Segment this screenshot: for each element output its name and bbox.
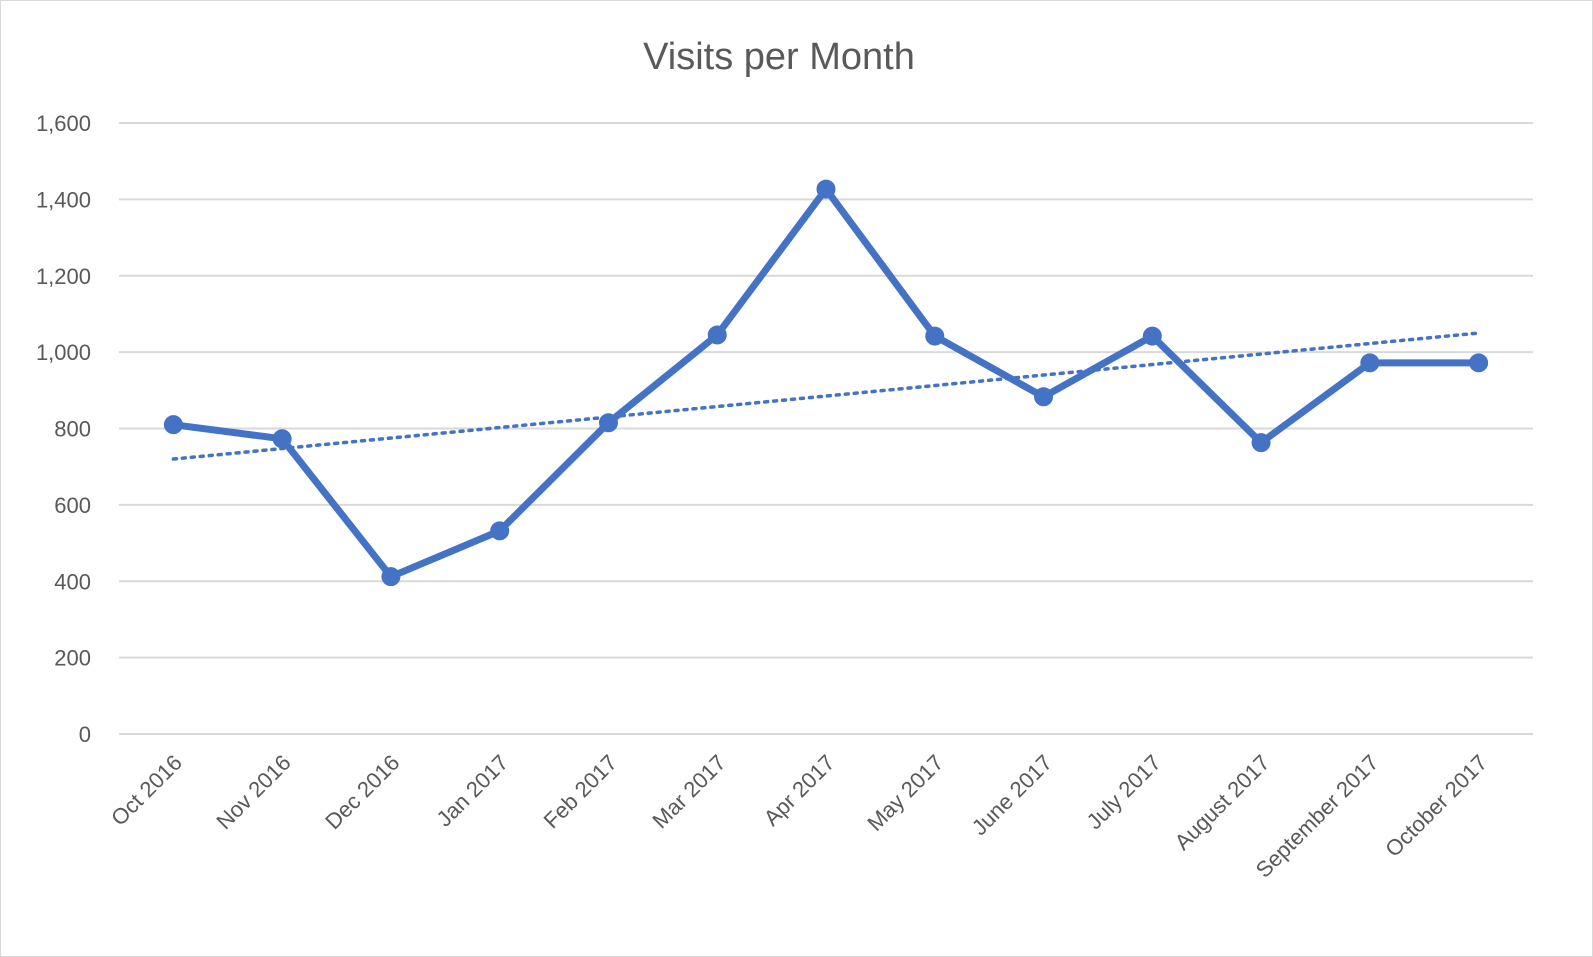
y-tick-label: 1,200 (36, 264, 91, 289)
y-tick-label: 800 (54, 417, 91, 442)
data-point (707, 325, 727, 345)
x-tick-label: Apr 2017 (759, 750, 840, 831)
data-point (163, 415, 183, 435)
x-tick-label: August 2017 (1170, 750, 1275, 855)
data-point (381, 567, 401, 587)
data-point (1142, 326, 1162, 346)
data-point (925, 326, 945, 346)
x-tick-label: October 2017 (1380, 750, 1492, 862)
x-tick-label: Mar 2017 (647, 750, 730, 833)
x-axis-labels: Oct 2016 Nov 2016 Dec 2016 Jan 2017 Feb 2017… (106, 750, 1492, 883)
chart-title: Visits per Month (643, 36, 915, 78)
data-point (490, 521, 510, 541)
data-point (1034, 387, 1054, 407)
y-tick-label: 400 (54, 569, 91, 594)
y-axis-labels: 0 200 400 600 800 1,000 1,200 1,400 1,600 (36, 111, 91, 747)
y-tick-label: 0 (79, 722, 91, 747)
x-tick-label: Dec 2016 (320, 750, 404, 834)
data-points (163, 179, 1489, 587)
x-tick-label: Nov 2016 (211, 750, 295, 834)
x-tick-label: Jan 2017 (432, 750, 514, 832)
data-point (1251, 433, 1271, 453)
y-tick-label: 1,400 (36, 187, 91, 212)
trendline (171, 331, 1481, 461)
x-tick-label: May 2017 (862, 750, 948, 836)
data-point (598, 413, 618, 433)
data-point (1360, 353, 1380, 373)
y-tick-label: 600 (54, 493, 91, 518)
trendline-line (171, 331, 1481, 461)
data-point (816, 179, 836, 199)
series-visits (169, 185, 1483, 581)
x-tick-label: Feb 2017 (539, 750, 622, 833)
x-tick-label: July 2017 (1082, 750, 1166, 834)
gridlines (119, 122, 1533, 735)
x-tick-label: June 2017 (967, 750, 1057, 840)
data-point (272, 429, 292, 449)
y-tick-label: 1,000 (36, 340, 91, 365)
x-tick-label: Oct 2016 (106, 750, 187, 831)
y-tick-label: 1,600 (36, 111, 91, 136)
y-tick-label: 200 (54, 646, 91, 671)
series-line (169, 185, 1483, 581)
data-point (1469, 353, 1489, 373)
